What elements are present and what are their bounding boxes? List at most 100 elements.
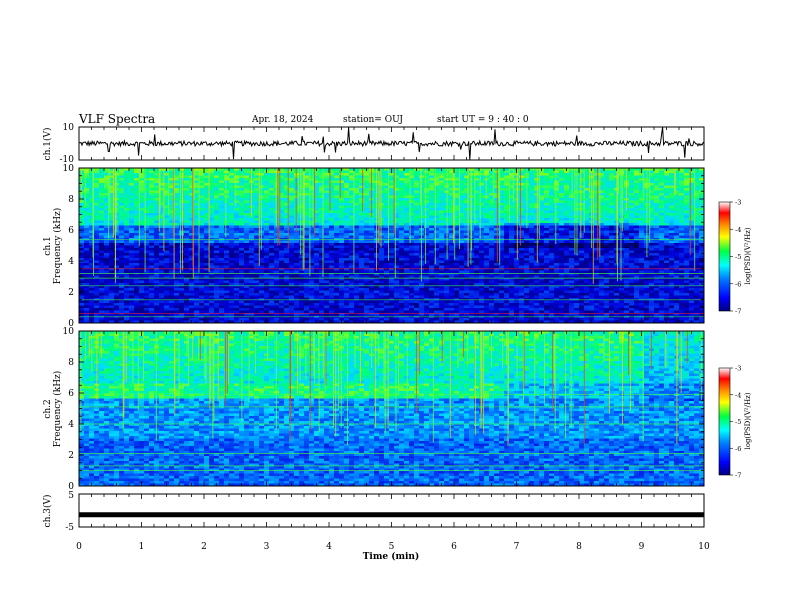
spectrogram-cell: [314, 200, 320, 204]
spectrogram-cell: [354, 178, 360, 181]
spectrogram-cell: [684, 223, 690, 226]
spectrogram-cell: [509, 260, 515, 264]
spectrogram-cell: [204, 208, 210, 211]
spectrogram-cell: [674, 198, 680, 201]
spectrogram-cell: [349, 235, 355, 239]
spectrogram-cell: [189, 200, 195, 204]
spectrogram-cell: [399, 220, 405, 224]
spectrogram-cell: [504, 183, 510, 186]
spectrogram-cell: [144, 195, 150, 199]
spectrogram-cell: [694, 190, 700, 194]
spectrogram-cell: [479, 213, 485, 216]
spectrogram-cell: [669, 258, 675, 261]
spectrogram-cell: [384, 230, 390, 234]
spectrogram-cell: [304, 198, 310, 201]
spectrogram-cell: [164, 260, 170, 264]
spectrogram-cell: [269, 195, 275, 199]
spectrogram-cell: [209, 250, 215, 254]
spectrogram-cell: [694, 205, 700, 209]
spectrogram-cell: [594, 233, 600, 236]
spectrogram-cell: [634, 185, 640, 189]
spectrogram-cell: [584, 200, 590, 204]
spectrogram-cell: [199, 253, 205, 256]
spectrogram-cell: [499, 173, 505, 176]
spectrogram-cell: [434, 220, 440, 224]
spectrogram-cell: [484, 258, 490, 261]
spectrogram-cell: [229, 213, 235, 216]
spectrogram-cell: [94, 183, 100, 186]
spectrogram-cell: [359, 183, 365, 186]
spectrogram-cell: [154, 228, 160, 231]
spectrogram-cell: [279, 240, 285, 244]
spectrogram-cell: [689, 250, 695, 254]
spectrogram-cell: [314, 215, 320, 219]
spectrogram-cell: [674, 248, 680, 251]
spectrogram-cell: [219, 225, 225, 229]
spectrogram-cell: [79, 225, 85, 229]
spectrogram-cell: [434, 253, 440, 256]
spectrogram-cell: [509, 210, 515, 214]
spectrogram-cell: [94, 225, 100, 229]
spectrogram-cell: [169, 230, 175, 234]
spectrogram-cell: [314, 248, 320, 251]
spectrogram-cell: [609, 198, 615, 201]
spectrogram-cell: [559, 218, 565, 221]
spectrogram-cell: [404, 253, 410, 256]
spectrogram-cell: [509, 170, 515, 174]
spectrogram-cell: [94, 230, 100, 234]
spectrogram-cell: [324, 185, 330, 189]
spectrogram-cell: [239, 220, 245, 224]
spectrogram-cell: [199, 183, 205, 186]
spectrogram-cell: [609, 225, 615, 229]
spectrogram-cell: [614, 263, 620, 266]
spectrogram-cell: [679, 223, 685, 226]
spectrogram-cell: [309, 253, 315, 256]
spectrogram-cell: [539, 183, 545, 186]
spectrogram-cell: [479, 255, 485, 259]
spectrogram-cell: [549, 218, 555, 221]
spectrogram-cell: [564, 243, 570, 246]
spectrogram-cell: [664, 200, 670, 204]
spectrogram-cell: [194, 185, 200, 189]
spectrogram-cell: [204, 190, 210, 194]
spectrogram-cell: [624, 223, 630, 226]
spectrogram-cell: [404, 215, 410, 219]
spectrogram-cell: [549, 255, 555, 259]
spectrogram-cell: [179, 235, 185, 239]
spectrogram-cell: [114, 260, 120, 264]
spectrogram-cell: [139, 220, 145, 224]
spectrogram-cell: [99, 260, 105, 264]
spectrogram-cell: [414, 210, 420, 214]
spectrogram-cell: [119, 225, 125, 229]
spectrogram-cell: [389, 190, 395, 194]
spectrogram-cell: [99, 203, 105, 206]
spectrogram-cell: [489, 183, 495, 186]
spectrogram-cell: [459, 195, 465, 199]
spectrogram-cell: [104, 208, 110, 211]
spectrogram-cell: [84, 245, 90, 249]
spectrogram-cell: [544, 195, 550, 199]
spectrogram-cell: [634, 250, 640, 254]
spectrogram-cell: [104, 190, 110, 194]
spectrogram-cell: [494, 200, 500, 204]
spectrogram-cell: [504, 178, 510, 181]
spectrogram-cell: [429, 228, 435, 231]
spectrogram-cell: [559, 225, 565, 229]
spectrogram-cell: [244, 168, 250, 171]
spectrogram-cell: [89, 175, 95, 179]
spectrogram-cell: [229, 208, 235, 211]
spectrogram-cell: [364, 188, 370, 191]
spectrogram-cell: [164, 240, 170, 244]
spectrogram-cell: [594, 235, 600, 239]
spectrogram-cell: [584, 258, 590, 261]
spectrogram-cell: [184, 188, 190, 191]
spectrogram-cell: [369, 245, 375, 249]
spectrogram-cell: [534, 195, 540, 199]
spectrogram-cell: [674, 200, 680, 204]
spectrogram-cell: [409, 255, 415, 259]
spectrogram-cell: [104, 180, 110, 184]
spectrogram-cell: [394, 205, 400, 209]
spectrogram-cell: [309, 200, 315, 204]
spectrogram-cell: [464, 253, 470, 256]
spectrogram-cell: [174, 240, 180, 244]
